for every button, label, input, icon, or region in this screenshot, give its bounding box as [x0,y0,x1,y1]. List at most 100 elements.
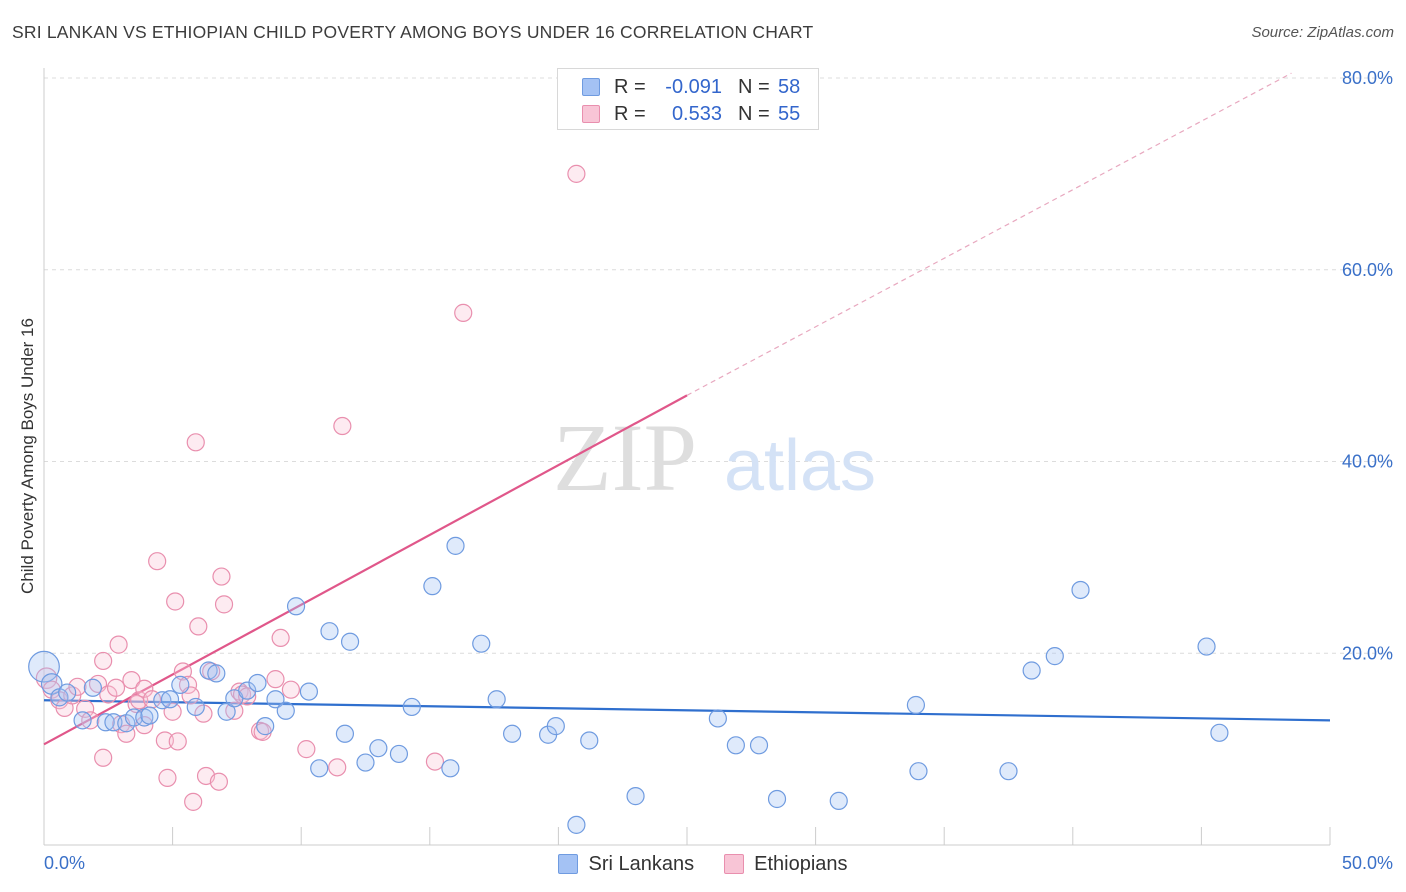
ethiopians-point [186,433,205,452]
sri-lankans-point [472,634,491,653]
sri-lankans-point [767,789,787,809]
legend-n-label: N = [738,75,770,98]
sri-lankans-point [310,759,329,778]
ethiopians-point [117,724,136,743]
sri-lankans-point [1022,661,1041,680]
ethiopians-point [68,677,87,696]
ethiopians-point [178,675,198,694]
sri-lankans-point [276,701,295,720]
legend-swatch-sri-lankans [558,854,579,874]
ethiopians-point [94,748,113,767]
sri-lankans-point [83,678,102,697]
trend-lines [43,72,1331,746]
ethiopians-trend-extension [686,72,1292,396]
legend-n-value: 55 [778,102,801,125]
sri-lankans-point [186,697,205,717]
sri-lankans-point [1071,580,1090,600]
sri-lankans-point [248,673,267,693]
sri-lankans-point [402,697,421,717]
legend-row-sri-lankans: R = -0.091 N = 58 [582,75,800,99]
sri-lankans-point [335,724,355,743]
sri-lankans-point [356,753,375,772]
sri-lankans-point [906,695,926,715]
sri-lankans-point [73,711,92,730]
sri-lankans-point [1210,723,1229,742]
sri-lankans-point [708,709,727,728]
sri-lankans-point [446,536,465,555]
sri-lankans-point [909,762,928,781]
ethiopians-point [135,716,154,735]
y-tick-label: 20.0% [1342,643,1393,663]
sri-lankans-point [749,736,769,755]
sri-lankans-point [320,622,339,641]
grid-lines [44,77,1392,654]
ethiopians-point [266,670,285,689]
sri-lankans-point [726,736,745,755]
legend-r-value: -0.091 [665,75,722,98]
y-tick-label: 80.0% [1342,68,1393,88]
legend-label-ethiopians: Ethiopians [754,852,848,875]
sri-lankans-point [124,708,144,727]
ethiopians-point [130,691,149,710]
legend-item-sri-lankans[interactable]: Sri Lankans [558,853,694,876]
sri-lankans-point [104,713,123,732]
watermark: ZIP atlas [553,404,876,511]
sri-lankans-point [58,683,77,702]
ethiopians-point [297,740,316,759]
sri-lankans-point [1197,637,1216,656]
sri-lankans-point [256,717,275,736]
ethiopians-point [81,711,100,730]
legend-r-label: R = [614,102,646,125]
sri-lankans-point [546,717,565,736]
sri-lankans-point [96,713,115,732]
ethiopians-point [158,768,177,787]
ethiopians-point [328,758,347,777]
axes [43,68,1331,846]
sri-lankans-point [567,815,586,834]
ethiopians-point [214,595,234,614]
correlation-legend: R = -0.091 N = 58 R = 0.533 N = 55 [557,68,819,130]
legend-label-sri-lankans: Sri Lankans [588,852,695,875]
ethiopians-point [109,635,128,654]
source-label: Source: ZipAtlas.com [1251,24,1394,41]
sri-lankans-point [207,664,226,683]
ethiopians-point [454,303,473,322]
sri-lankans-point [266,690,285,709]
x-tick-label: 50.0% [1342,853,1393,873]
x-tick-label: 0.0% [44,853,85,873]
sri-lankans-trend-line [43,699,1331,722]
sri-lankans-point [441,759,460,778]
sri-lankans-point [217,702,236,721]
sri-lankans-point [369,739,388,758]
ethiopians-point [209,772,228,791]
ethiopians-point [106,678,126,697]
ethiopians-point [168,732,187,751]
sri-lankans-point [503,724,522,743]
ethiopians-point [166,592,185,611]
legend-n-label: N = [738,102,770,125]
ethiopians-point [225,701,244,720]
legend-r-label: R = [614,75,646,98]
ethiopians-point [76,699,95,718]
ethiopians-point [173,662,192,681]
ethiopians-point [271,628,290,648]
sri-lankans-point [299,682,319,701]
sri-lankans-point [1045,647,1064,666]
legend-swatch-ethiopians [582,105,600,123]
watermark-atlas: atlas [724,426,876,506]
legend-swatch-ethiopians [724,854,745,874]
sri-lankans-point [171,675,190,694]
ethiopians-trend-line [43,394,688,746]
ethiopians-point [425,752,445,771]
tick-labels: 20.0% 40.0% 60.0% 80.0% 0.0% 50.0% [44,68,1393,873]
legend-item-ethiopians[interactable]: Ethiopians [724,852,848,876]
ethiopians-point [333,416,352,436]
sri-lankans-point [626,787,645,806]
sri-lankans-point [340,632,360,651]
legend-row-ethiopians: R = 0.533 N = 55 [582,102,800,126]
sri-lankans-point [999,762,1018,781]
ethiopians-point [148,552,167,571]
legend-n-value: 58 [778,75,801,98]
ethiopians-point [122,670,141,690]
